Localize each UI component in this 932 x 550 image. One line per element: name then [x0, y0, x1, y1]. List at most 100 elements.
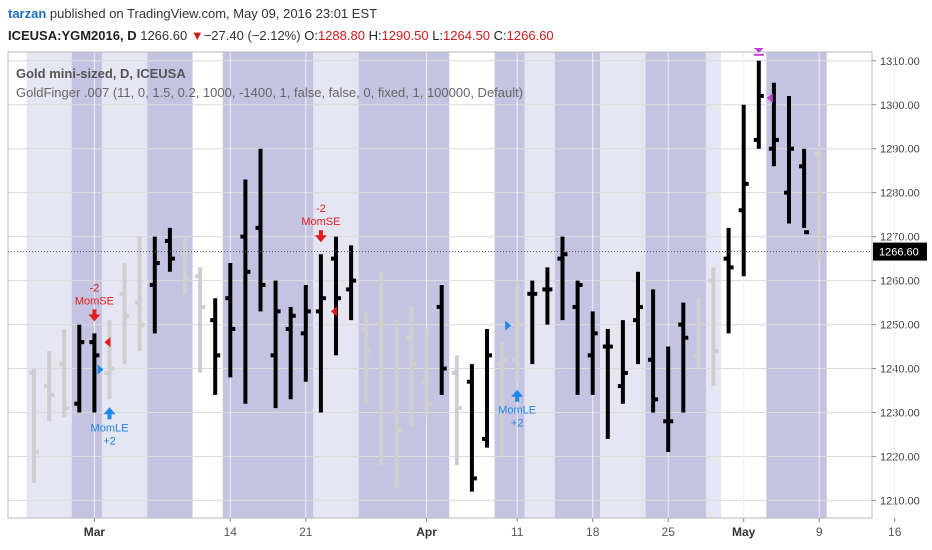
y-tick-label: 1250.00 [880, 320, 920, 332]
y-tick-label: 1210.00 [880, 495, 920, 507]
ohlc-bar [633, 271, 643, 365]
x-tick-label: 16 [888, 525, 902, 539]
ohlc-bar [149, 236, 160, 334]
x-tick-label: 25 [662, 525, 676, 539]
signal-label: MomSE [301, 216, 340, 228]
ohlc-bar [74, 324, 85, 413]
ohlc-bar [648, 289, 659, 413]
long-signal-arrow-icon [511, 389, 524, 402]
ohlc-bar [44, 350, 55, 422]
signal-label: MomLE [498, 405, 536, 417]
ohlc-bar [134, 236, 145, 351]
ohlc-bar [391, 320, 402, 488]
signal-label: MomSE [75, 295, 114, 307]
ohlc-bar [406, 306, 417, 426]
exit-marker-icon [766, 92, 773, 103]
x-tick-label: May [732, 525, 756, 539]
close-value: 1266.60 [506, 28, 554, 43]
low-label: L: [432, 28, 444, 43]
exit-signal-arrow-icon [754, 48, 764, 53]
ohlc-bar [300, 285, 311, 382]
price-chart[interactable]: 1210.00 1220.00 1230.00 1240.00 1250.00 1260.… [0, 48, 932, 550]
ohlc-bar [29, 368, 39, 483]
background-band [524, 52, 555, 518]
quote-line: ICEUSA:YGM2016, D 1266.60 ▼−27.40 (−2.12… [8, 28, 554, 43]
entry-marker-icon [330, 306, 337, 317]
x-tick-label: Mar [84, 525, 106, 539]
ohlc-bar [89, 333, 100, 413]
ohlc-bar [512, 280, 523, 382]
ohlc-bar [678, 302, 689, 413]
ohlc-bar [59, 328, 70, 417]
publish-line: tarzan published on TradingView.com, May… [8, 6, 377, 21]
ohlc-bar [225, 263, 236, 378]
author-link[interactable]: tarzan [8, 6, 47, 21]
ohlc-bar [602, 328, 613, 439]
ohlc-bar [753, 60, 764, 149]
signal-label: -2 [316, 203, 326, 215]
current-price-marker [873, 242, 927, 261]
x-tick-label: 21 [299, 525, 313, 539]
down-arrow-icon: ▼ [190, 28, 204, 43]
background-band [222, 52, 314, 518]
y-tick-label: 1310.00 [880, 56, 920, 68]
ohlc-bar [421, 328, 432, 417]
low-value: 1264.50 [443, 28, 491, 43]
ohlc-bar [482, 328, 492, 448]
x-tick-label: 11 [511, 525, 524, 539]
ohlc-bar [557, 236, 568, 321]
y-tick-label: 1290.00 [880, 144, 920, 156]
ohlc-bar [346, 245, 357, 321]
y-tick-label: 1220.00 [880, 451, 920, 463]
entry-marker-icon [104, 337, 111, 348]
ohlc-bar [572, 280, 583, 395]
ohlc-bar [255, 148, 266, 312]
ohlc-bar [361, 311, 372, 404]
y-tick-label: 1280.00 [880, 188, 920, 200]
background-band [494, 52, 525, 518]
ohlc-bar [376, 271, 387, 466]
high-value: 1290.50 [381, 28, 429, 43]
y-tick-label: 1300.00 [880, 100, 920, 112]
ohlc-bar [119, 263, 130, 365]
y-tick-label: 1260.00 [880, 276, 920, 288]
ohlc-bar [436, 285, 447, 395]
ohlc-bar [451, 355, 462, 466]
y-tick-label: 1240.00 [880, 364, 920, 376]
ohlc-bar [270, 280, 281, 409]
signal-label: -2 [90, 282, 100, 294]
ohlc-bar [527, 280, 538, 365]
entry-marker-icon [97, 364, 104, 375]
signal-label: MomLE [91, 422, 129, 434]
ohlc-bar [195, 267, 206, 373]
ohlc-bar [240, 179, 251, 404]
signal-label: +2 [103, 435, 116, 447]
short-signal-arrow-icon [88, 309, 101, 322]
y-tick-label: 1230.00 [880, 407, 920, 419]
ohlc-bar [104, 320, 115, 400]
ohlc-bar [708, 267, 719, 387]
symbol-label: ICEUSA:YGM2016, D [8, 28, 137, 43]
study-legend[interactable]: GoldFinger .007 (11, 0, 1.5, 0.2, 1000, … [16, 85, 524, 100]
signal-label: +2 [511, 418, 524, 430]
published-text: published on TradingView.com, May 09, 20… [49, 6, 378, 21]
ohlc-bar [693, 298, 704, 369]
ohlc-bar [738, 104, 749, 277]
chart-title: Gold mini-sized, D, ICEUSA [16, 66, 186, 81]
ohlc-bar [663, 346, 674, 453]
ohlc-bar [331, 236, 341, 356]
ohlc-bar [587, 311, 598, 395]
x-tick-label: 14 [224, 525, 238, 539]
long-signal-arrow-icon [103, 407, 116, 420]
background-band [71, 52, 102, 518]
short-signal-arrow-icon [314, 230, 327, 243]
close-label: C: [493, 28, 507, 43]
ohlc-bar [784, 95, 794, 224]
ohlc-bar [768, 82, 779, 167]
background-band [358, 52, 450, 518]
x-tick-label: Apr [416, 525, 437, 539]
background-band [766, 52, 827, 518]
ohlc-bar [497, 342, 508, 457]
ohlc-bar [210, 298, 221, 395]
open-value: 1288.80 [317, 28, 365, 43]
